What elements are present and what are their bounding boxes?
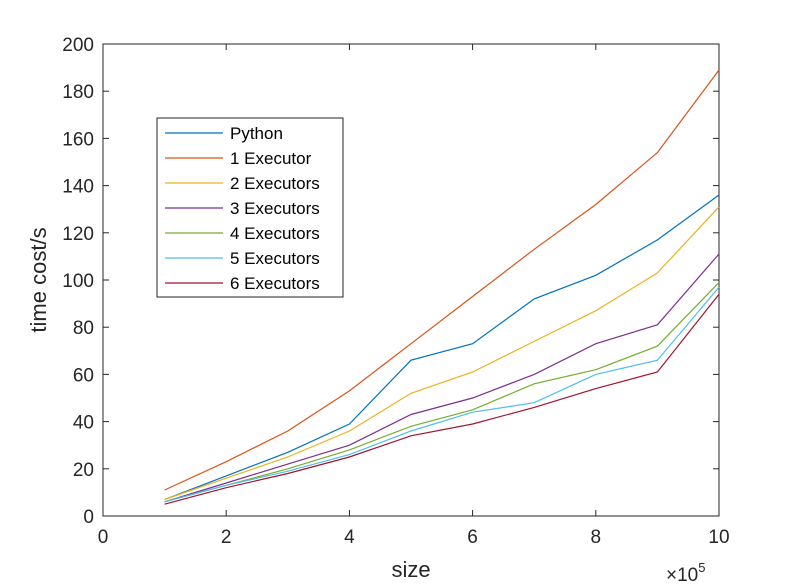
x-axis-label: size <box>391 557 430 582</box>
y-axis-label: time cost/s <box>26 227 51 332</box>
x-tick-label: 0 <box>98 527 109 548</box>
x-axis-multiplier-base: ×10 <box>666 565 698 586</box>
x-tick-label: 2 <box>221 527 232 548</box>
x-axis-multiplier-exponent: 5 <box>698 560 705 575</box>
legend-label: Python <box>230 124 283 143</box>
y-tick-label: 40 <box>73 413 94 434</box>
y-tick-label: 180 <box>62 82 94 103</box>
legend-label: 1 Executor <box>230 149 312 168</box>
y-tick-label: 120 <box>62 224 94 245</box>
y-tick-label: 0 <box>83 507 94 528</box>
legend-label: 3 Executors <box>230 199 320 218</box>
series-line-4 <box>164 253 720 503</box>
legend-label: 6 Executors <box>230 274 320 293</box>
series-line-2 <box>164 69 720 491</box>
legend-label: 5 Executors <box>230 249 320 268</box>
series-line-6 <box>164 286 720 503</box>
legend: Python 1 Executor 2 Executors 3 Executors 4 … <box>156 117 344 298</box>
y-tick-label: 80 <box>73 318 94 339</box>
y-tick-label: 140 <box>62 177 94 198</box>
x-tick-label: 4 <box>344 527 355 548</box>
x-tick-label: 6 <box>467 527 478 548</box>
series-line-5 <box>164 281 720 503</box>
legend-label: 4 Executors <box>230 224 320 243</box>
y-tick-label: 20 <box>73 460 94 481</box>
x-tick-label: 10 <box>708 527 729 548</box>
series-line-7 <box>164 293 720 505</box>
y-tick-label: 160 <box>62 129 94 150</box>
y-tick-label: 60 <box>73 365 94 386</box>
legend-label: 2 Executors <box>230 174 320 193</box>
series-line-3 <box>164 206 720 501</box>
series-line-1 <box>164 194 720 501</box>
y-tick-label: 100 <box>62 271 94 292</box>
x-axis-multiplier: ×105 <box>666 560 705 586</box>
series-layer <box>164 69 720 505</box>
x-tick-label: 8 <box>591 527 602 548</box>
y-tick-label: 200 <box>62 35 94 56</box>
